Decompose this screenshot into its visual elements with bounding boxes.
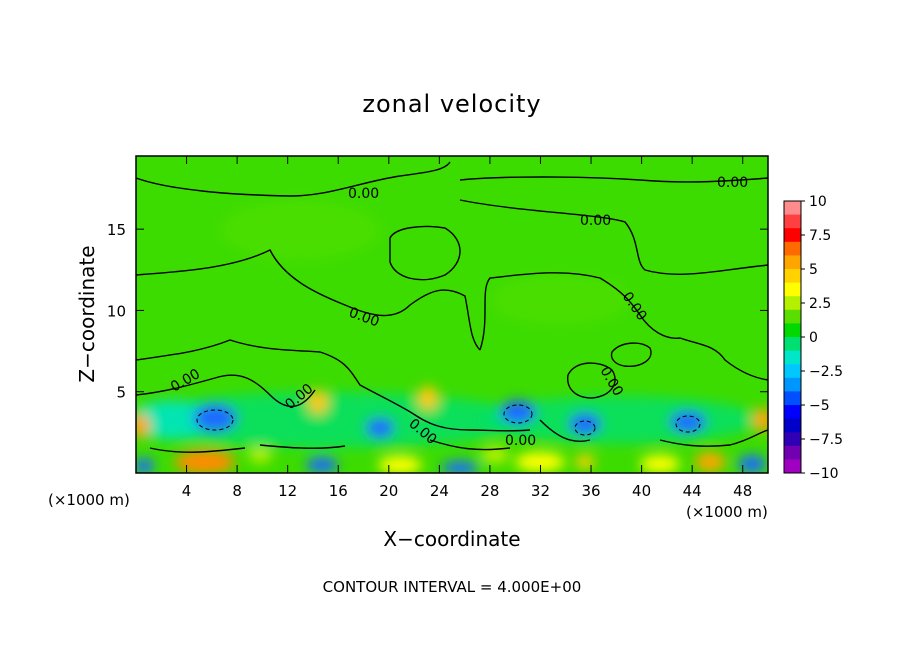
zero-contours xyxy=(136,161,768,453)
y-tick-label: 5 xyxy=(116,384,126,402)
colorbar-tick-label: 7.5 xyxy=(809,228,831,244)
contour-interval-footer: CONTOUR INTERVAL = 4.000E+00 xyxy=(323,578,582,596)
x-tick-label: 40 xyxy=(632,482,651,500)
x-tick-label: 36 xyxy=(581,482,600,500)
colorbar-tick-label: −5 xyxy=(809,398,830,414)
y-axis: 5 10 15 xyxy=(107,221,768,402)
contour-label: 0.00 xyxy=(580,213,611,229)
colorbar-swatch xyxy=(784,228,801,243)
colorbar-tick-label: −2.5 xyxy=(809,364,843,380)
colorbar-tick-label: −10 xyxy=(809,466,839,482)
colorbar-swatch xyxy=(784,309,801,324)
colorbar-tick-label: 10 xyxy=(809,194,827,210)
x-tick-label: 32 xyxy=(531,482,550,500)
colorbar-swatch xyxy=(784,201,801,216)
x-axis-label: X−coordinate xyxy=(383,527,520,551)
y-tick-label: 10 xyxy=(107,302,126,320)
colorbar-swatch xyxy=(784,241,801,256)
x-unit-left: (×1000 m) xyxy=(48,491,130,509)
x-tick-label: 20 xyxy=(379,482,398,500)
x-tick-label: 16 xyxy=(329,482,348,500)
contour-label: 0.00 xyxy=(348,186,379,202)
colorbar-tick-label: 2.5 xyxy=(809,296,831,312)
colorbar-swatch xyxy=(784,323,801,338)
colorbar-swatch xyxy=(784,459,801,474)
x-tick-label: 12 xyxy=(278,482,297,500)
negative-contours xyxy=(196,404,701,436)
y-tick-label: 15 xyxy=(107,221,126,239)
colorbar-swatch xyxy=(784,391,801,406)
colorbar-swatch xyxy=(784,418,801,433)
colorbar-swatch xyxy=(784,377,801,392)
plot-frame xyxy=(135,155,769,474)
colorbar-swatch xyxy=(784,364,801,379)
colorbar-tick-label: 0 xyxy=(809,330,818,346)
colorbar-swatch xyxy=(784,282,801,297)
colorbar-swatch xyxy=(784,405,801,420)
x-tick-label: 28 xyxy=(480,482,499,500)
x-tick-label: 48 xyxy=(733,482,752,500)
velocity-field: 0.00 0.00 0.00 0.00 0.00 0.00 0.00 0.00 … xyxy=(136,156,768,473)
field-blobs xyxy=(136,200,768,473)
colorbar-tick-label: 5 xyxy=(809,262,818,278)
x-axis: 4 8 12 16 20 24 28 32 36 40 44 48 xyxy=(182,156,752,500)
colorbar-swatch xyxy=(784,255,801,270)
x-tick-label: 44 xyxy=(683,482,702,500)
colorbar: 10 7.5 5 2.5 0 −2.5 −5 −7.5 −10 xyxy=(783,194,843,482)
x-unit-right: (×1000 m) xyxy=(686,503,768,521)
x-tick-label: 8 xyxy=(232,482,242,500)
chart-title: zonal velocity xyxy=(362,90,541,118)
x-tick-label: 4 xyxy=(182,482,192,500)
colorbar-swatch xyxy=(784,350,801,365)
colorbar-swatch xyxy=(784,445,801,460)
colorbar-tick-label: −7.5 xyxy=(809,432,843,448)
colorbar-swatch xyxy=(784,432,801,447)
y-axis-label: Z−coordinate xyxy=(75,245,99,382)
x-tick-label: 24 xyxy=(430,482,449,500)
colorbar-swatch xyxy=(784,269,801,284)
contour-label: 0.00 xyxy=(717,175,748,191)
contour-label: 0.00 xyxy=(505,433,536,449)
colorbar-swatch xyxy=(784,337,801,352)
colorbar-swatch xyxy=(784,296,801,311)
colorbar-swatch xyxy=(784,214,801,229)
